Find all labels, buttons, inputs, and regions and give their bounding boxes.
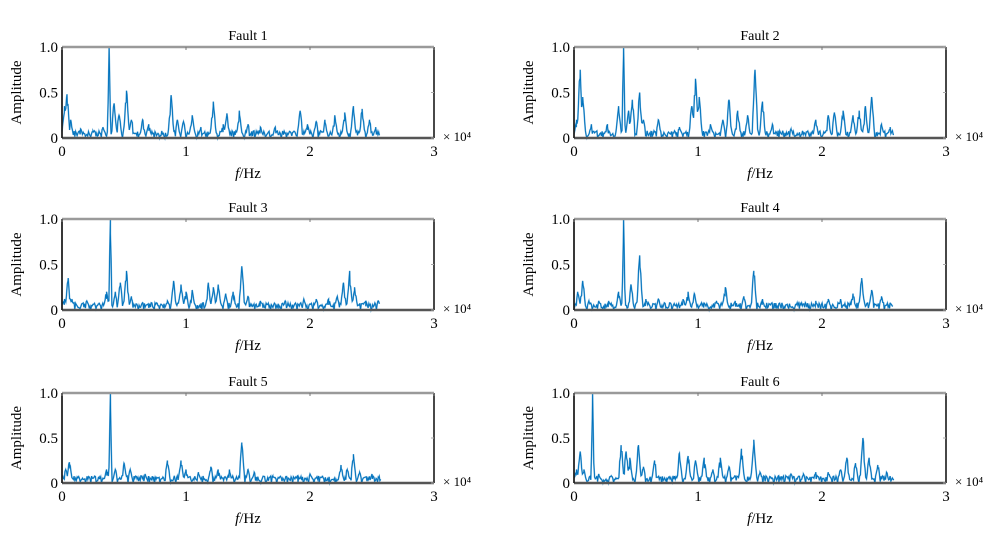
x-tick-label: 0 [570,144,578,160]
x-tick-label: 2 [818,316,826,332]
x-tick-label: 3 [942,489,950,505]
x-tick-label: 1 [182,316,190,332]
y-tick-label: 1.0 [39,386,58,402]
x-tick-label: 2 [306,316,314,332]
x-axis-label: f/Hz [747,511,773,527]
y-tick-label: 0 [563,476,571,492]
x-tick-label: 2 [306,489,314,505]
subplot-3: 0 1 2 3 0 0.5 1.0 Fault 3 Amplitude f/Hz × 10⁴ [9,201,472,354]
x-multiplier-label: × 10⁴ [443,129,472,144]
y-tick-label: 0 [51,476,59,492]
x-axis-label: f/Hz [747,338,773,354]
y-tick-label: 0 [563,303,571,319]
y-tick-label: 0.5 [551,86,570,102]
subplot-title: Fault 4 [740,201,779,216]
y-tick-label: 0.5 [551,431,570,447]
y-tick-label: 0 [563,131,571,147]
y-tick-label: 0 [51,131,59,147]
y-tick-label: 1.0 [551,386,570,402]
y-tick-label: 1.0 [39,40,58,56]
spectrum-line [61,218,380,312]
y-tick-label: 0.5 [39,86,58,102]
spectrum-line [573,392,895,485]
x-axis-label: f/Hz [747,166,773,182]
y-axis-label: Amplitude [521,406,537,471]
x-tick-label: 1 [694,316,702,332]
spectrum-line [573,46,895,140]
x-axis-label: f/Hz [235,338,261,354]
subplot-title: Fault 2 [740,29,779,44]
x-multiplier-label: × 10⁴ [955,301,984,316]
y-tick-label: 0 [51,303,59,319]
spectrum-line [573,218,894,312]
subplot-title: Fault 6 [740,375,779,390]
y-axis-label: Amplitude [9,232,25,297]
x-tick-label: 0 [58,489,66,505]
subplot-5: 0 1 2 3 0 0.5 1.0 Fault 5 Amplitude f/Hz × 10⁴ [9,375,472,527]
x-tick-label: 0 [570,316,578,332]
x-multiplier-label: × 10⁴ [955,474,984,489]
x-multiplier-label: × 10⁴ [443,301,472,316]
subplot-6: 0 1 2 3 0 0.5 1.0 Fault 6 Amplitude f/Hz × 10⁴ [521,375,984,527]
x-tick-label: 3 [430,489,438,505]
spectrum-line [61,392,382,485]
subplot-title: Fault 3 [228,201,267,216]
subplot-4: 0 1 2 3 0 0.5 1.0 Fault 4 Amplitude f/Hz × 10⁴ [521,201,984,354]
spectrum-line-halo [573,392,895,487]
x-tick-label: 1 [694,489,702,505]
x-tick-label: 0 [570,489,578,505]
x-tick-label: 1 [182,489,190,505]
x-tick-label: 3 [430,316,438,332]
y-tick-label: 1.0 [551,40,570,56]
subplot-2: 0 1 2 3 0 0.5 1.0 Fault 2 Amplitude f/Hz × 10⁴ [521,29,984,182]
x-tick-label: 3 [942,144,950,160]
x-tick-label: 1 [694,144,702,160]
x-tick-label: 1 [182,144,190,160]
y-tick-label: 1.0 [39,212,58,228]
subplot-title: Fault 5 [228,375,267,390]
x-multiplier-label: × 10⁴ [955,129,984,144]
y-axis-label: Amplitude [521,232,537,297]
x-tick-label: 2 [306,144,314,160]
y-axis-label: Amplitude [9,60,25,125]
x-tick-label: 2 [818,489,826,505]
x-axis-label: f/Hz [235,166,261,182]
spectrum-line [61,46,380,140]
x-tick-label: 0 [58,144,66,160]
x-multiplier-label: × 10⁴ [443,474,472,489]
x-tick-label: 3 [430,144,438,160]
subplot-1: 0 1 2 3 0 0.5 1.0 Fault 1 Amplitude f/Hz × 10⁴ [9,29,472,182]
x-tick-label: 2 [818,144,826,160]
y-tick-label: 1.0 [551,212,570,228]
x-tick-label: 0 [58,316,66,332]
x-tick-label: 3 [942,316,950,332]
y-axis-label: Amplitude [521,60,537,125]
y-tick-label: 0.5 [551,258,570,274]
subplot-title: Fault 1 [228,29,267,44]
y-axis-label: Amplitude [9,406,25,471]
x-axis-label: f/Hz [235,511,261,527]
y-tick-label: 0.5 [39,431,58,447]
y-tick-label: 0.5 [39,258,58,274]
